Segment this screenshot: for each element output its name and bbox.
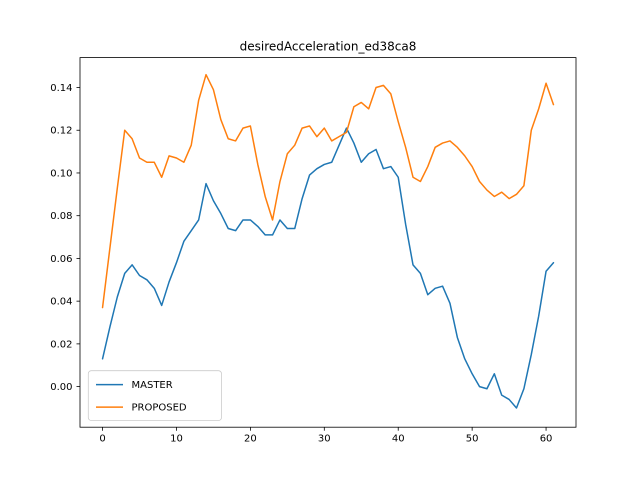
y-tick-label: 0.08 xyxy=(50,211,72,222)
y-tick-label: 0.10 xyxy=(50,168,72,179)
legend: MASTER PROPOSED xyxy=(87,370,222,421)
y-tick-label: 0.02 xyxy=(50,339,72,350)
y-tick-label: 0.14 xyxy=(50,83,72,94)
legend-frame xyxy=(87,370,222,421)
x-tick-label: 20 xyxy=(244,433,257,444)
plot-area-border xyxy=(79,57,577,428)
y-axis: 0.00 0.02 0.04 0.06 0.08 0.10 0.12 0.14 xyxy=(50,83,80,393)
y-tick-label: 0.04 xyxy=(50,297,72,308)
y-tick-label: 0.12 xyxy=(50,126,72,137)
y-tick-label: 0.00 xyxy=(50,382,72,393)
x-tick-label: 40 xyxy=(392,433,405,444)
x-tick-label: 60 xyxy=(540,433,553,444)
legend-label-master: MASTER xyxy=(132,380,173,391)
series-line-master xyxy=(101,127,555,409)
series-lines xyxy=(101,73,555,409)
x-tick-label: 50 xyxy=(466,433,479,444)
x-tick-label: 0 xyxy=(99,433,105,444)
x-tick-label: 30 xyxy=(318,433,331,444)
series-line-proposed xyxy=(101,73,555,309)
chart-title: desiredAcceleration_ed38ca8 xyxy=(240,40,417,54)
x-tick-label: 10 xyxy=(170,433,183,444)
legend-label-proposed: PROPOSED xyxy=(132,403,187,414)
x-axis: 0 10 20 30 40 50 60 xyxy=(99,427,552,444)
y-tick-label: 0.06 xyxy=(50,254,72,265)
